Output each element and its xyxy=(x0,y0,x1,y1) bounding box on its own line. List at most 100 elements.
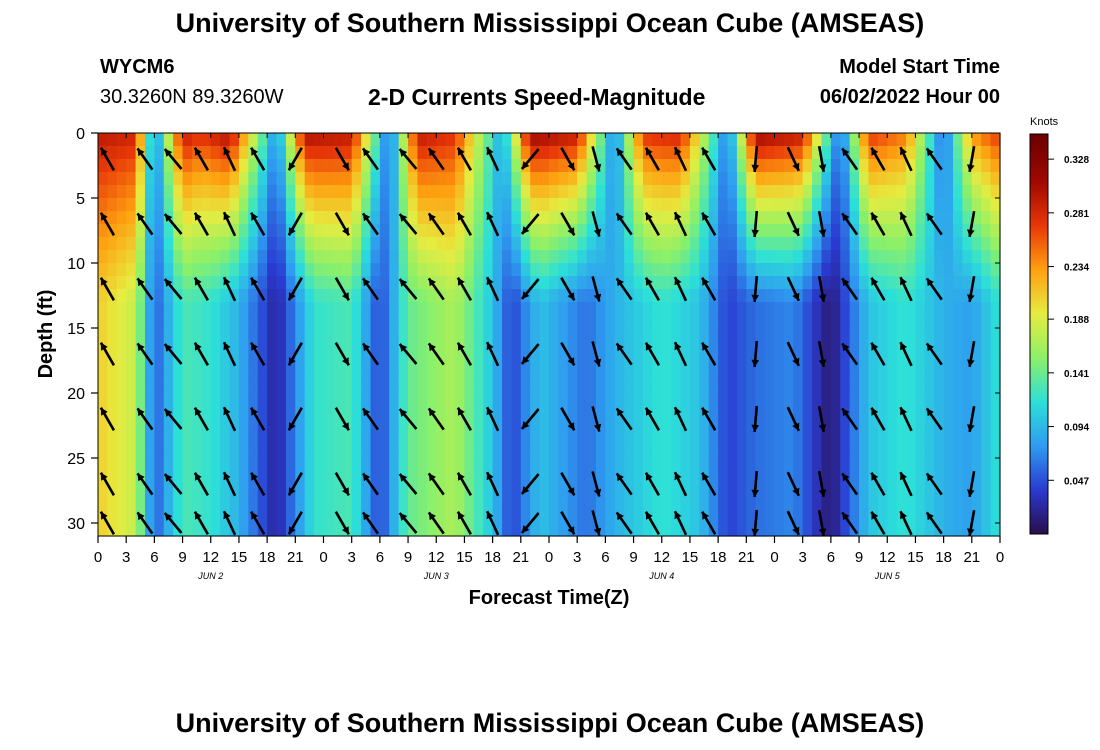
heat-cell xyxy=(295,432,306,446)
heat-cell xyxy=(802,471,813,485)
heat-cell xyxy=(116,510,127,524)
heat-cell xyxy=(887,406,898,420)
heat-cell xyxy=(426,159,437,173)
heat-cell xyxy=(896,445,907,459)
heat-cell xyxy=(558,198,569,212)
heat-cell xyxy=(642,523,653,537)
heat-cell xyxy=(351,458,362,472)
heat-cell xyxy=(502,315,513,329)
heat-cell xyxy=(661,185,672,199)
heat-cell xyxy=(943,471,954,485)
heat-cell xyxy=(746,211,757,225)
heat-cell xyxy=(821,133,832,147)
heat-cell xyxy=(624,250,635,264)
heat-cell xyxy=(605,328,616,342)
heat-cell xyxy=(793,211,804,225)
heat-cell xyxy=(868,302,879,316)
heat-cell xyxy=(361,302,372,316)
current-arrow xyxy=(870,147,886,171)
heat-cell xyxy=(595,328,606,342)
current-arrow xyxy=(967,340,976,368)
heat-cell xyxy=(699,133,710,147)
heat-cell xyxy=(736,315,747,329)
heat-cell xyxy=(107,237,118,251)
current-arrow xyxy=(361,147,379,171)
heat-cell xyxy=(567,458,578,472)
heat-cell xyxy=(755,302,766,316)
x-tick-label: 9 xyxy=(178,549,186,566)
heat-cell xyxy=(774,497,785,511)
heat-cell xyxy=(154,315,165,329)
heat-cell xyxy=(257,146,268,160)
current-arrow xyxy=(967,145,976,173)
heat-cell xyxy=(736,172,747,186)
heat-cell xyxy=(840,354,851,368)
heat-cell xyxy=(680,133,691,147)
heat-cell xyxy=(718,263,729,277)
heat-cell xyxy=(821,328,832,342)
heat-cell xyxy=(812,302,823,316)
heat-cell xyxy=(511,224,522,238)
heat-cell xyxy=(361,445,372,459)
colorbar-tick-label: 0.328 xyxy=(1064,155,1089,166)
heat-cell xyxy=(859,302,870,316)
heat-cell xyxy=(755,250,766,264)
heat-cell xyxy=(483,133,494,147)
current-arrow xyxy=(427,147,445,171)
heat-cell xyxy=(943,159,954,173)
heat-cell xyxy=(793,458,804,472)
heat-cell xyxy=(539,159,550,173)
heat-cell xyxy=(436,133,447,147)
heat-cell xyxy=(314,419,325,433)
current-arrow xyxy=(520,343,540,365)
heat-cell xyxy=(953,276,964,290)
heat-cell xyxy=(154,406,165,420)
heat-cell xyxy=(483,185,494,199)
heat-cell xyxy=(981,367,992,381)
current-arrow xyxy=(250,147,266,171)
heat-cell xyxy=(238,224,249,238)
heat-cell xyxy=(502,510,513,524)
heat-cell xyxy=(962,263,973,277)
current-arrow xyxy=(701,342,717,366)
heat-cell xyxy=(408,276,419,290)
heat-cell xyxy=(511,172,522,186)
heat-cell xyxy=(107,341,118,355)
heat-cell xyxy=(361,380,372,394)
station-id: WYCM6 xyxy=(100,56,175,78)
heat-cell xyxy=(896,432,907,446)
heat-cell xyxy=(426,198,437,212)
current-arrow xyxy=(136,277,154,301)
heat-cell xyxy=(464,471,475,485)
arrow-head xyxy=(567,162,575,171)
heat-cell xyxy=(783,302,794,316)
heat-cell xyxy=(962,406,973,420)
heat-cell xyxy=(877,432,888,446)
heat-cell xyxy=(586,393,597,407)
heat-cell xyxy=(765,250,776,264)
x-tick-label: 21 xyxy=(738,549,755,566)
heat-cell xyxy=(332,445,343,459)
heat-cell xyxy=(210,471,221,485)
heat-cell xyxy=(464,198,475,212)
heat-cell xyxy=(201,302,212,316)
arrow-head xyxy=(399,344,408,352)
heat-cell xyxy=(680,211,691,225)
heat-cell xyxy=(464,315,475,329)
heat-cell xyxy=(981,159,992,173)
heat-cell xyxy=(614,458,625,472)
heat-cell xyxy=(314,354,325,368)
heat-cell xyxy=(295,445,306,459)
heat-cell xyxy=(830,198,841,212)
heat-cell xyxy=(953,289,964,303)
heat-cell xyxy=(849,315,860,329)
heat-cell xyxy=(549,237,559,251)
heat-cell xyxy=(549,250,559,264)
heat-cell xyxy=(398,315,409,329)
heat-cell xyxy=(934,445,945,459)
heat-cell xyxy=(107,133,118,147)
heat-cell xyxy=(962,133,973,147)
arrow-head xyxy=(100,511,108,520)
heat-cell xyxy=(342,380,353,394)
current-arrow xyxy=(701,511,717,535)
